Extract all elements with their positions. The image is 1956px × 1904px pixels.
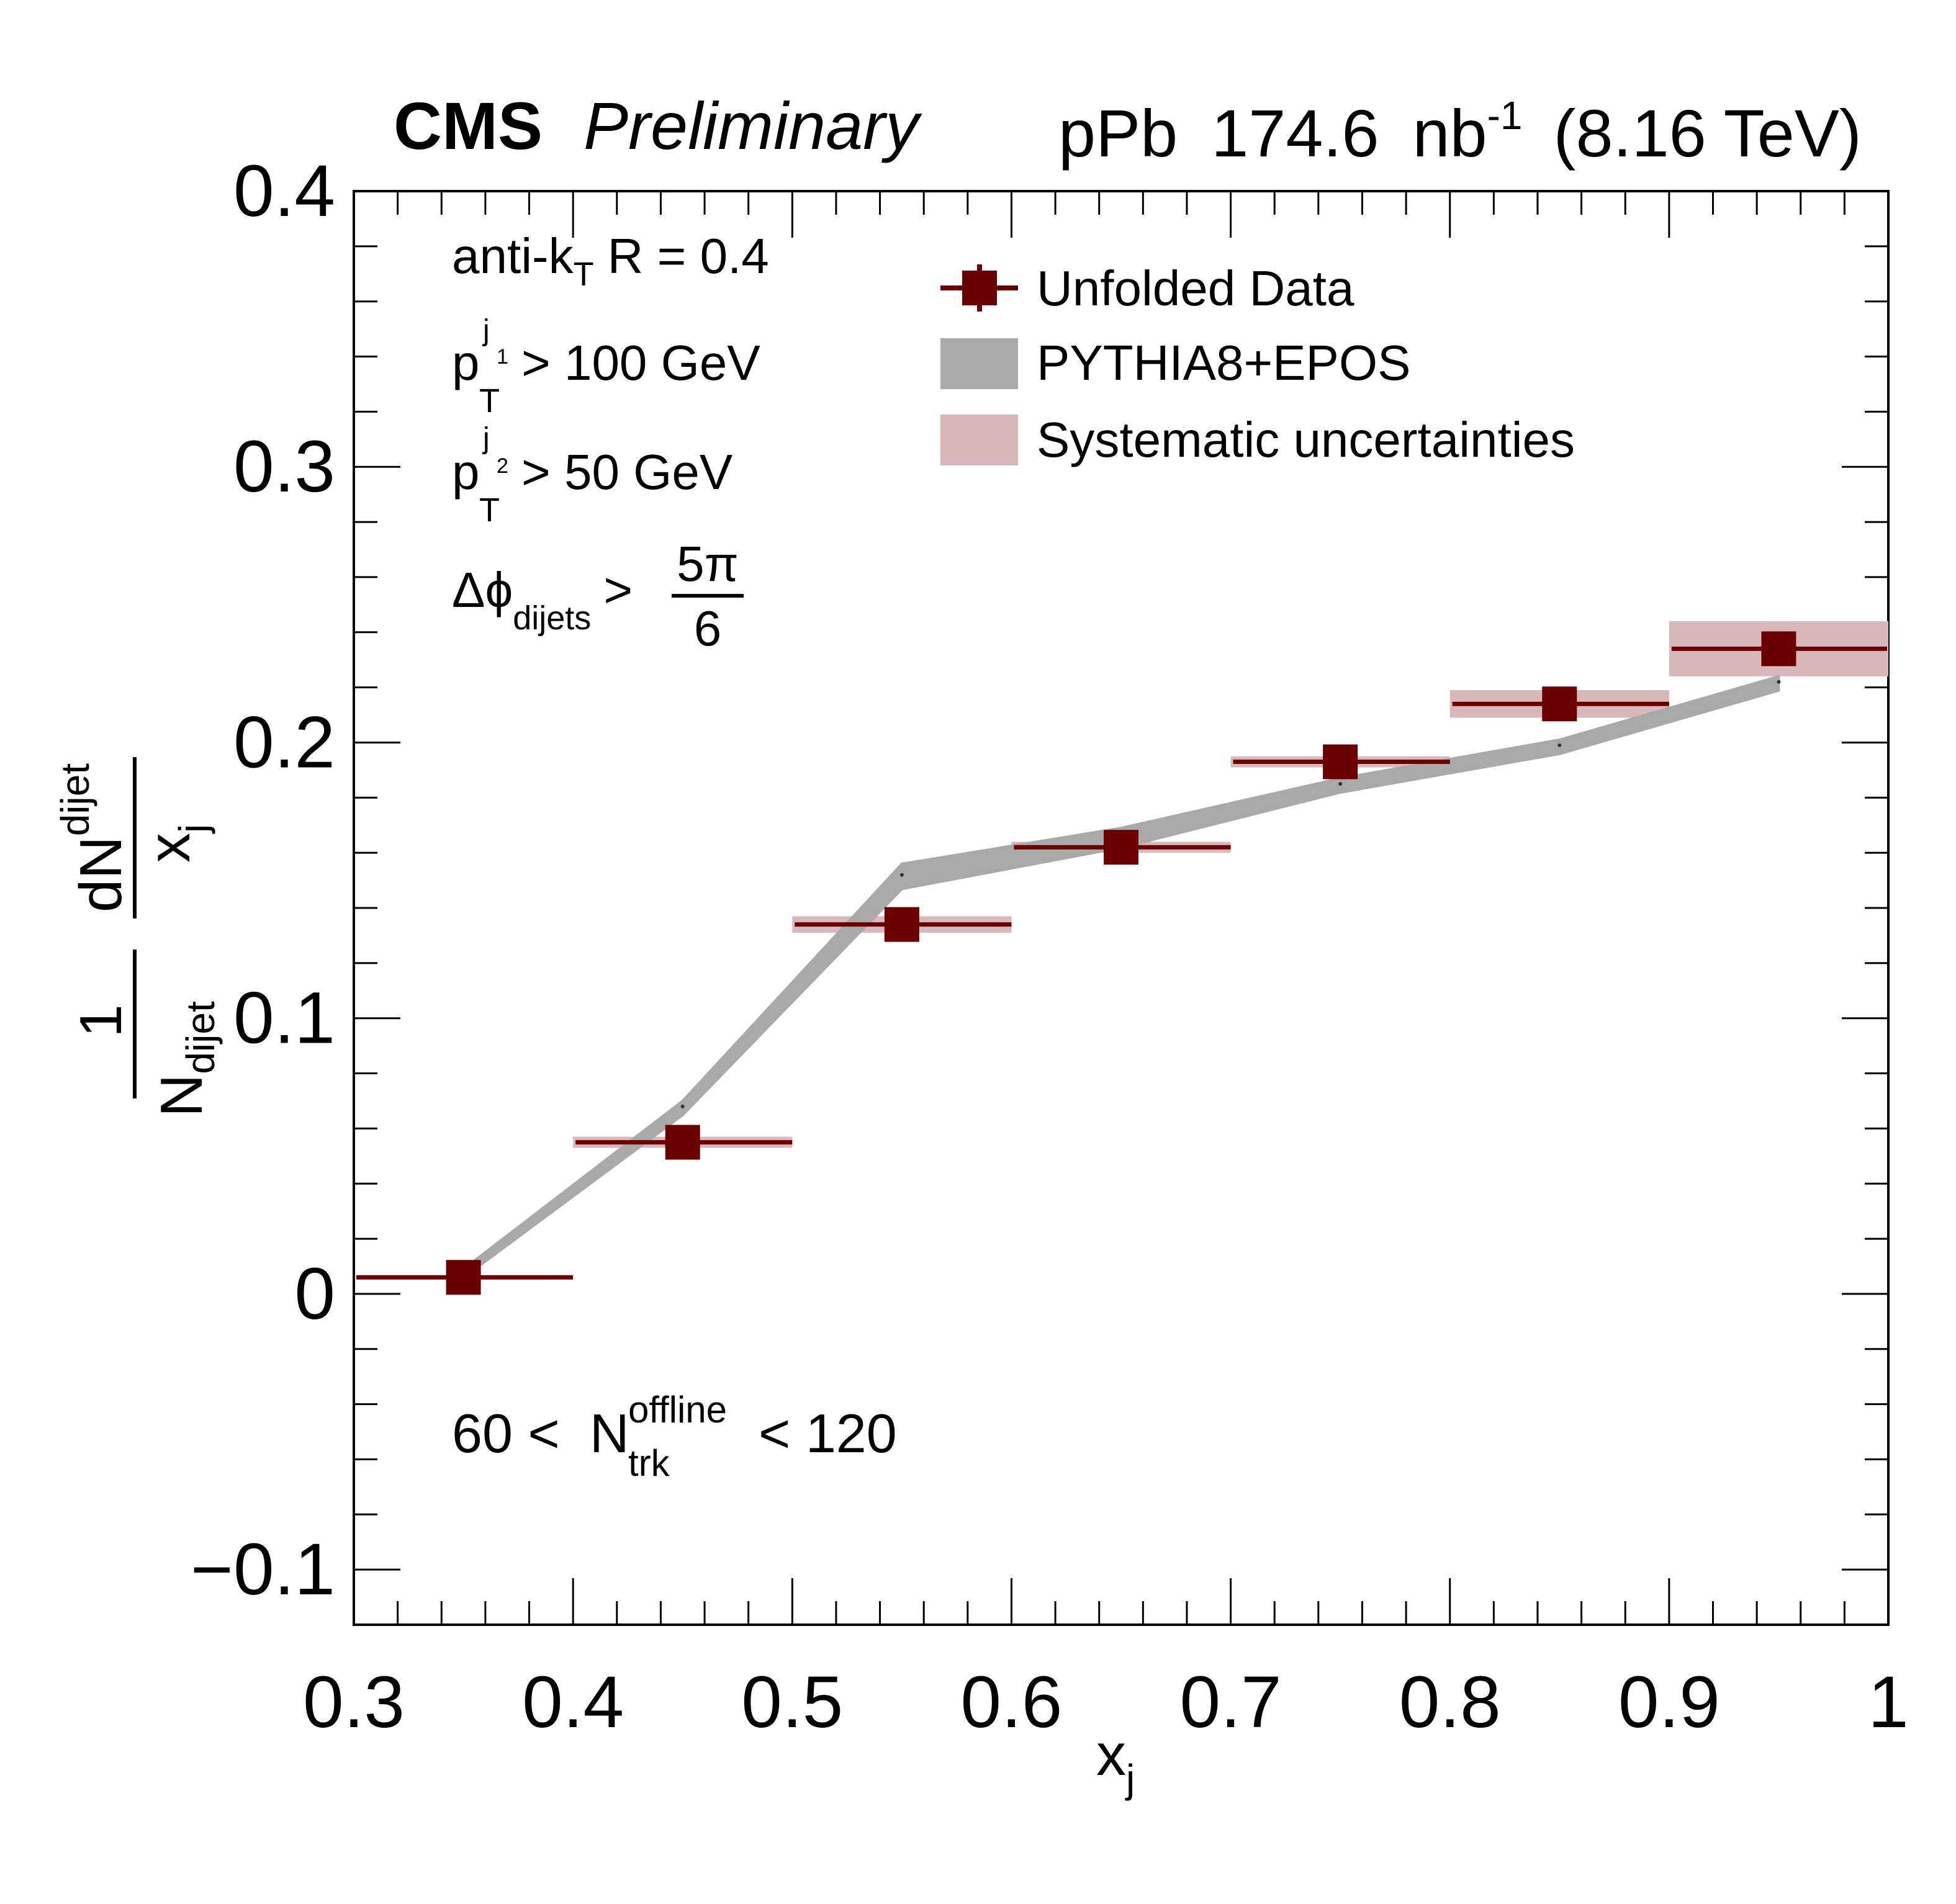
data-point (446, 1260, 481, 1295)
legend-syst-label: Systematic uncertainties (1037, 412, 1575, 467)
x-tick-label: 0.3 (303, 1661, 405, 1743)
axis-ticks (353, 190, 1890, 1626)
svg-text:Δϕdijets>: Δϕdijets> (452, 562, 633, 637)
data-point (1542, 686, 1577, 722)
data-points (356, 631, 1887, 1295)
lumi-system: pPb (1058, 96, 1178, 171)
subleading-pt-cut: p j 2 T > 50 GeV (452, 422, 733, 529)
svg-text:j: j (482, 314, 490, 347)
lumi-label: pPb 174.6 nb-1 (8.16 TeV) (1058, 68, 1862, 171)
y-axis-title: 1 Ndijet dNdijet xj (53, 757, 223, 1117)
legend: Unfolded Data PYTHIA8+EPOS Systematic un… (940, 261, 1575, 467)
x-tick-label: 0.6 (960, 1661, 1062, 1743)
legend-data-label: Unfolded Data (1037, 261, 1354, 316)
lumi-unit: nb (1412, 96, 1487, 171)
x-tick-label: 0.8 (1399, 1661, 1501, 1743)
mc-band-area (462, 675, 1780, 1280)
dphi-cut: Δϕdijets> 5π 6 (452, 536, 744, 656)
leading-pt-cut: p j 1 T > 100 GeV (452, 314, 760, 420)
mc-point (899, 873, 904, 877)
y-title-dN: dNdijet (53, 763, 134, 912)
x-tick-labels: 0.3 0.4 0.5 0.6 0.7 0.8 0.9 1 (303, 1661, 1909, 1743)
y-tick-label: 0 (294, 1253, 335, 1335)
legend-syst-entry: Systematic uncertainties (940, 412, 1575, 467)
x-tick-label: 1 (1868, 1661, 1909, 1743)
legend-data-entry: Unfolded Data (940, 261, 1354, 316)
svg-text:1: 1 (497, 345, 508, 369)
cms-label: CMS (394, 88, 543, 163)
svg-text:> 100 GeV: > 100 GeV (521, 335, 760, 390)
y-title-one: 1 (68, 1004, 134, 1037)
legend-mc-entry: PYTHIA8+EPOS (940, 335, 1410, 390)
y-tick-label: 0.1 (233, 977, 335, 1059)
x-tick-label: 0.4 (522, 1661, 624, 1743)
svg-text:< 120: < 120 (759, 1403, 897, 1464)
data-point (884, 907, 919, 942)
data-point (1323, 744, 1358, 779)
svg-text:trk: trk (628, 1442, 670, 1484)
preliminary-label: Preliminary (584, 88, 922, 163)
svg-text:5π: 5π (677, 536, 739, 591)
svg-text:N: N (590, 1403, 629, 1464)
mc-point (1338, 782, 1343, 786)
plot-frame (353, 190, 1890, 1626)
svg-text:T: T (479, 492, 500, 529)
mc-band (461, 675, 1781, 1280)
svg-text:6: 6 (694, 601, 722, 656)
data-point (665, 1125, 700, 1160)
y-tick-labels: −0.1 0 0.1 0.2 0.3 0.4 (191, 150, 335, 1610)
y-tick-label: 0.3 (233, 426, 335, 508)
x-tick-label: 0.9 (1618, 1661, 1720, 1743)
x-tick-label: 0.7 (1180, 1661, 1282, 1743)
legend-mc-label: PYTHIA8+EPOS (1037, 335, 1410, 390)
y-title-N: Ndijet (148, 1001, 223, 1117)
mc-point (680, 1104, 685, 1108)
svg-text:60 <: 60 < (452, 1403, 560, 1464)
y-title-x: xj (136, 824, 215, 863)
svg-text:> 50 GeV: > 50 GeV (521, 444, 733, 500)
systematic-bands (573, 621, 1888, 1148)
mc-point (1777, 680, 1781, 684)
data-point (1104, 830, 1138, 865)
jet-algorithm-label: anti-kT R = 0.4 (452, 228, 769, 293)
y-tick-label: 0.2 (233, 701, 335, 783)
x-tick-label: 0.5 (741, 1661, 843, 1743)
y-tick-label: −0.1 (191, 1529, 335, 1610)
y-tick-label: 0.4 (233, 150, 335, 232)
lumi-exp: -1 (1487, 93, 1523, 138)
x-axis-title: xj (1096, 1722, 1135, 1801)
mc-point (1557, 743, 1562, 747)
lumi-value: 174.6 (1211, 96, 1379, 171)
svg-text:2: 2 (497, 454, 508, 478)
data-point (1761, 631, 1796, 667)
svg-text:offline: offline (628, 1389, 727, 1430)
svg-text:p: p (452, 444, 480, 500)
svg-text:p: p (452, 335, 480, 390)
multiplicity-range: 60 < N offline trk < 120 (452, 1389, 897, 1484)
lumi-energy: (8.16 TeV) (1554, 96, 1862, 171)
svg-text:j: j (482, 422, 490, 455)
svg-text:T: T (479, 382, 500, 420)
